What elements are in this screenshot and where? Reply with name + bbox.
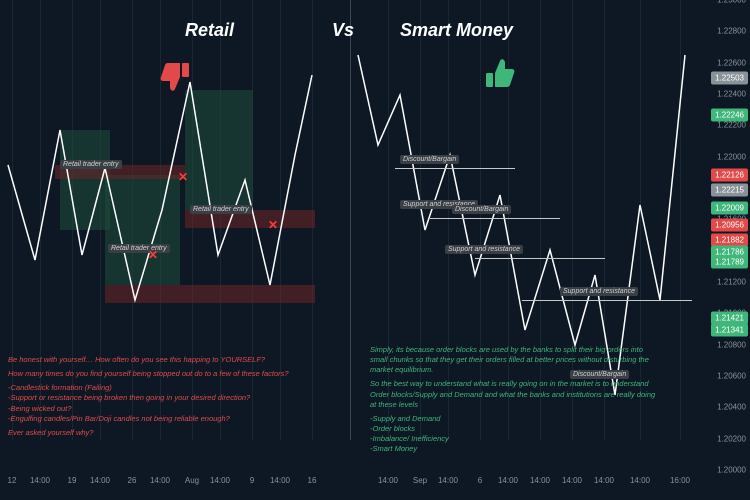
smart-label: Discount/Bargain (452, 205, 511, 214)
stop-cross-icon: ✕ (178, 170, 188, 184)
y-tick: 1.22800 (717, 27, 746, 36)
price-badge: 1.21341 (711, 324, 748, 337)
x-tick: 9 (250, 476, 254, 485)
support-line (395, 168, 515, 169)
support-line (522, 300, 692, 301)
y-tick: 1.22000 (717, 152, 746, 161)
y-tick: 1.20000 (717, 466, 746, 475)
x-tick: 14:00 (378, 476, 398, 485)
retail-entry-label: Retail trader entry (60, 160, 122, 169)
x-tick: 6 (478, 476, 482, 485)
y-tick: 1.20200 (717, 434, 746, 443)
x-tick: 14:00 (562, 476, 582, 485)
y-tick: 1.21200 (717, 278, 746, 287)
price-badge: 1.22009 (711, 202, 748, 215)
title-retail: Retail (185, 20, 234, 41)
x-tick: Aug (185, 476, 199, 485)
thumbs-up-icon (480, 55, 520, 95)
stop-cross-icon: ✕ (268, 218, 278, 232)
x-tick: 14:00 (150, 476, 170, 485)
x-tick: 14:00 (270, 476, 290, 485)
smart-text: Simply, its because order blocks are use… (370, 345, 660, 454)
y-tick: 1.22600 (717, 58, 746, 67)
thumbs-down-icon (155, 55, 195, 95)
x-tick: 14:00 (594, 476, 614, 485)
y-tick: 1.22200 (717, 121, 746, 130)
y-tick: 1.20400 (717, 403, 746, 412)
price-badge: 1.22215 (711, 184, 748, 197)
x-tick: 14:00 (530, 476, 550, 485)
price-badge: 1.22126 (711, 169, 748, 182)
retail-text: Be honest with yourself… How often do yo… (8, 355, 298, 438)
x-tick: 14:00 (90, 476, 110, 485)
x-tick: 14:00 (438, 476, 458, 485)
x-tick: 16:00 (670, 476, 690, 485)
x-tick: 14:00 (630, 476, 650, 485)
support-line (430, 218, 560, 219)
x-axis: 12 14:00 19 14:00 26 14:00 Aug 14:00 9 14:00 16 14:… (0, 470, 700, 500)
x-tick: 14:00 (498, 476, 518, 485)
y-tick: 1.20600 (717, 372, 746, 381)
x-tick: 12 (8, 476, 17, 485)
retail-entry-label: Retail trader entry (108, 244, 170, 253)
x-tick: 14:00 (30, 476, 50, 485)
price-badge: 1.22503 (711, 72, 748, 85)
y-tick: 1.22400 (717, 90, 746, 99)
smart-label: Discount/Bargain (400, 155, 459, 164)
title-smart: Smart Money (400, 20, 513, 41)
retail-entry-label: Retail trader entry (190, 205, 252, 214)
x-tick: 14:00 (210, 476, 230, 485)
price-badge: 1.20956 (711, 219, 748, 232)
chart-canvas: Retail trader entry Retail trader entry Re… (0, 0, 700, 470)
title-vs: Vs (332, 20, 354, 41)
smart-label: Support and resistance (560, 287, 638, 296)
price-badge: 1.21789 (711, 256, 748, 269)
y-tick: 1.20800 (717, 340, 746, 349)
y-tick: 1.23000 (717, 0, 746, 5)
smart-label: Support and resistance (445, 245, 523, 254)
support-line (475, 258, 605, 259)
x-tick: 19 (68, 476, 77, 485)
price-badge: 1.22246 (711, 109, 748, 122)
x-tick: 26 (128, 476, 137, 485)
stop-cross-icon: ✕ (148, 248, 158, 262)
x-tick: 16 (308, 476, 317, 485)
x-tick: Sep (413, 476, 427, 485)
